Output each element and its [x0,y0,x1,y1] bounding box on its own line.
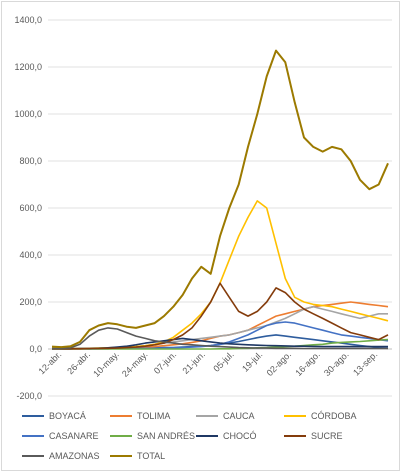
y-tick-label: 400,0 [19,250,42,260]
series-line-9 [51,49,389,349]
y-tick-label: 1200,0 [14,62,42,72]
series-line-8 [52,327,388,350]
y-tick-label: 1000,0 [14,109,42,119]
legend-item: CHOCÓ [196,429,257,443]
x-tick-label: 07-jun. [152,349,179,376]
legend-swatch [22,435,44,437]
legend-label: TOLIMA [137,411,171,421]
legend-label: AMAZONAS [49,451,100,461]
legend-item: TOTAL [110,449,165,463]
legend-label: CAUCA [223,411,255,421]
legend-swatch [284,435,306,437]
legend: BOYACÁ TOLIMA CAUCA CÓRDOBA CASANARE SAN ANDR… [2,405,401,465]
legend-item: BOYACÁ [22,409,86,423]
legend-swatch [110,415,132,417]
legend-swatch [284,415,306,417]
legend-item: SAN ANDRÉS [110,429,195,443]
legend-swatch [22,455,44,457]
x-tick-label: 16-ago. [293,349,322,378]
legend-item: AMAZONAS [22,449,100,463]
legend-label: SUCRE [311,431,343,441]
y-tick-label: 1400,0 [14,15,42,25]
y-tick-label: 800,0 [19,156,42,166]
legend-swatch [196,435,218,437]
x-tick-label: 13-sep. [351,349,379,377]
legend-label: CHOCÓ [223,431,257,441]
legend-swatch [110,435,132,437]
legend-item: TOLIMA [110,409,170,423]
legend-item: CÓRDOBA [284,409,357,423]
x-tick-label: 30-ago. [322,349,351,378]
legend-label: CASANARE [49,431,99,441]
y-tick-label: 0,0 [29,344,42,354]
x-tick-label: 02-ago. [265,349,294,378]
x-tick-label: 21-jun. [181,349,208,376]
legend-label: SAN ANDRÉS [137,431,196,441]
series-line-7 [52,282,389,350]
y-tick-label: 200,0 [19,297,42,307]
legend-label: CÓRDOBA [311,411,357,421]
legend-label: BOYACÁ [49,411,86,421]
x-tick-label: 05-jul. [211,349,235,373]
y-tick-label: -200,0 [16,391,42,401]
legend-label: TOTAL [137,451,166,461]
x-tick-label: 19-jul. [240,349,264,373]
legend-item: SUCRE [284,429,343,443]
legend-item: CASANARE [22,429,99,443]
x-tick-label: 10-may. [91,349,121,379]
x-tick-label: 26-abr. [65,349,92,376]
x-tick-label: 24-may. [120,349,150,379]
legend-swatch [22,415,44,417]
legend-swatch [196,415,218,417]
y-tick-label: 600,0 [19,203,42,213]
line-chart: -200,0 0,0 200,0 400,0 600,0 800,0 1000,0 1200,… [14,15,392,401]
legend-swatch [110,455,132,457]
legend-item: CAUCA [196,409,255,423]
